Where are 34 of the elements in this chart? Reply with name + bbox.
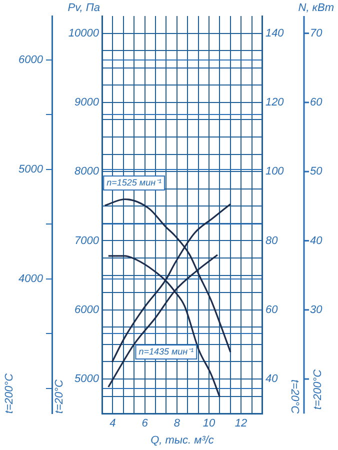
x-tick-label: 12	[234, 417, 248, 430]
x-tick-label: 6	[142, 417, 149, 430]
x-axis-title: Q, тыс. м³/с	[150, 434, 214, 446]
y-tick-label: 6000	[74, 304, 100, 316]
x-tick-label: 10	[202, 417, 216, 430]
text: 70	[310, 27, 324, 40]
annotation: n=1435 мин⁻¹	[138, 346, 194, 356]
y-axis-title: t=20°C	[54, 379, 66, 414]
y3-axis-title: t=200°C	[4, 373, 16, 414]
y-tick-label: 9000	[74, 96, 100, 108]
y2-tick-label: 80	[265, 234, 279, 247]
text: 40	[310, 234, 324, 247]
y2-tick-label: 60	[265, 304, 279, 316]
y2-tick-label: 120	[265, 96, 285, 108]
x-tick-label: 8	[174, 417, 181, 430]
y3-tick-label: 6000	[18, 54, 44, 66]
y2-axis-title: t=20°C	[288, 380, 300, 414]
y-tick-label: 5000	[74, 373, 100, 386]
text: 60	[310, 96, 324, 108]
text: t=200°C	[312, 369, 324, 410]
y2-tick-label: 40	[265, 373, 279, 386]
y3-tick-label: 5000	[18, 163, 44, 176]
y-tick-label: 10000	[68, 27, 100, 40]
y-tick-label: 7000	[74, 234, 100, 247]
text: 50	[310, 166, 324, 178]
x-tick-label: 4	[110, 417, 116, 430]
y2-tick-label: 100	[265, 166, 285, 178]
text: Pv, Па	[68, 2, 100, 14]
text: 30	[310, 304, 324, 316]
annotation: n=1525 мин⁻¹	[106, 177, 162, 188]
y3-tick-label: 4000	[18, 272, 44, 285]
y-tick-label: 8000	[74, 166, 100, 178]
text: N, кВт	[298, 2, 334, 14]
y2-tick-label: 140	[265, 27, 285, 40]
